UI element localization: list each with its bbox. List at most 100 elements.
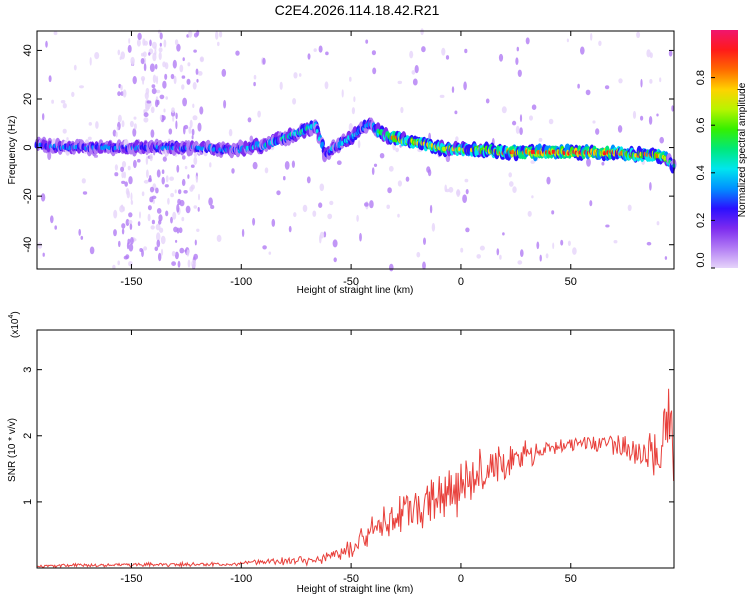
spectrogram-speckle bbox=[389, 263, 394, 272]
spectrogram-speckle bbox=[53, 31, 58, 36]
spectrogram-speckle bbox=[454, 110, 458, 115]
spectrogram-speckle bbox=[515, 125, 520, 134]
spectrogram-speckle bbox=[160, 235, 166, 245]
spectrogram-speckle bbox=[117, 91, 121, 97]
spectrogram-ridge-cell bbox=[537, 150, 540, 155]
spectrogram-speckle bbox=[476, 254, 482, 259]
spectrogram-speckle bbox=[293, 212, 297, 218]
spectrogram-speckle bbox=[188, 126, 192, 134]
spectrogram-y-tick-label: -40 bbox=[22, 237, 34, 253]
spectrogram-speckle bbox=[516, 46, 519, 52]
spectrogram-speckle bbox=[89, 57, 92, 66]
spectrogram-speckle bbox=[353, 96, 356, 103]
spectrogram-speckle bbox=[158, 219, 162, 225]
spectrogram-speckle bbox=[79, 85, 84, 89]
spectrogram-speckle bbox=[426, 166, 431, 173]
spectrogram-speckle bbox=[405, 176, 410, 182]
spectrogram-speckle bbox=[323, 231, 327, 238]
spectrogram-speckle bbox=[172, 116, 175, 122]
spectrogram-speckle bbox=[123, 171, 127, 179]
spectrogram-speckle bbox=[589, 200, 593, 207]
snr-y-tick-label: 3 bbox=[22, 367, 34, 373]
spectrogram-speckle bbox=[149, 196, 154, 203]
spectrogram-speckle bbox=[511, 120, 517, 126]
spectrogram-speckle bbox=[395, 147, 399, 153]
spectrogram-speckle bbox=[191, 128, 195, 136]
spectrogram-speckle bbox=[312, 210, 317, 217]
spectrogram-speckle bbox=[517, 69, 522, 78]
spectrogram-speckle bbox=[613, 240, 618, 244]
spectrogram-speckle bbox=[181, 75, 186, 79]
spectrogram-speckle bbox=[156, 208, 162, 214]
colorbar-tick-label: 0.4 bbox=[695, 165, 707, 180]
spectrogram-speckle bbox=[420, 28, 424, 36]
spectrogram-speckle bbox=[54, 225, 57, 230]
spectrogram-speckle bbox=[217, 41, 220, 47]
snr-x-tick-label: 0 bbox=[458, 573, 464, 585]
spectrogram-speckle bbox=[121, 180, 126, 184]
spectrogram-speckle bbox=[149, 63, 155, 72]
spectrogram-speckle bbox=[372, 67, 377, 75]
spectrogram-speckle bbox=[520, 249, 524, 257]
spectrogram-speckle bbox=[199, 106, 204, 115]
spectrogram-speckle bbox=[181, 178, 186, 187]
spectrogram-speckle bbox=[164, 184, 169, 188]
spectrogram-speckle bbox=[128, 220, 133, 225]
spectrogram-speckle bbox=[369, 200, 374, 209]
spectrogram-speckle bbox=[373, 163, 378, 167]
spectrogram-speckle bbox=[194, 239, 197, 246]
spectrogram-speckle bbox=[125, 188, 130, 195]
spectrogram-speckle bbox=[595, 128, 600, 135]
spectrogram-speckle bbox=[116, 126, 119, 131]
spectrogram-speckle bbox=[171, 107, 175, 114]
spectrogram-speckle bbox=[411, 70, 416, 75]
spectrogram-speckle bbox=[181, 216, 185, 222]
spectrogram-speckle bbox=[364, 202, 369, 207]
spectrogram-speckle bbox=[586, 158, 591, 167]
spectrogram-speckle bbox=[656, 221, 660, 226]
spectrogram-speckle bbox=[649, 182, 652, 191]
spectrogram-speckle bbox=[176, 43, 181, 52]
spectrogram-speckle bbox=[172, 211, 177, 220]
spectrogram-speckle bbox=[617, 125, 623, 133]
colorbar: 0.0 0.2 0.4 0.6 0.8 Normalized spectral ampl… bbox=[695, 30, 748, 269]
spectrogram-speckle bbox=[165, 96, 168, 100]
spectrogram-speckle bbox=[462, 194, 467, 203]
spectrogram-speckle bbox=[496, 248, 500, 256]
spectrogram-speckle bbox=[169, 176, 175, 181]
spectrogram-speckle bbox=[252, 217, 256, 226]
spectrogram-speckle bbox=[601, 161, 605, 166]
spectrogram-speckle bbox=[171, 250, 176, 257]
spectrogram-speckle bbox=[131, 60, 134, 66]
spectrogram-speckle bbox=[441, 47, 446, 56]
spectrogram-speckle bbox=[519, 114, 523, 122]
spectrogram-speckle bbox=[158, 47, 163, 53]
spectrogram-speckle bbox=[508, 172, 512, 178]
spectrogram-speckle bbox=[161, 169, 165, 174]
spectrogram-speckle bbox=[137, 221, 141, 227]
spectrogram-speckle bbox=[632, 110, 637, 119]
spectrogram-speckle bbox=[668, 50, 673, 57]
spectrogram-speckle bbox=[572, 247, 577, 255]
spectrogram-speckle bbox=[409, 50, 414, 59]
spectrogram-speckle bbox=[159, 94, 165, 100]
spectrogram-speckle bbox=[175, 112, 178, 120]
spectrogram-speckle bbox=[151, 84, 156, 89]
spectrogram-speckle bbox=[302, 204, 308, 213]
spectrogram-speckle bbox=[71, 91, 75, 97]
spectrogram-speckle bbox=[221, 68, 227, 77]
spectrogram-speckle bbox=[179, 64, 184, 73]
spectrogram-speckle bbox=[357, 140, 361, 149]
snr-frame bbox=[36, 329, 675, 569]
spectrogram-speckle bbox=[80, 235, 84, 240]
spectrogram-speckle bbox=[445, 155, 451, 163]
spectrogram-speckle bbox=[147, 213, 151, 222]
spectrogram-speckle bbox=[196, 228, 200, 232]
spectrogram-speckle bbox=[359, 232, 362, 242]
spectrogram-speckle bbox=[164, 62, 169, 70]
spectrogram-speckle bbox=[279, 81, 283, 90]
spectrogram-speckle bbox=[184, 165, 188, 170]
spectrogram-y-tick-label: 0 bbox=[22, 145, 34, 151]
spectrogram-speckle bbox=[348, 123, 353, 132]
colorbar-ticks: 0.0 0.2 0.4 0.6 0.8 bbox=[695, 70, 715, 269]
